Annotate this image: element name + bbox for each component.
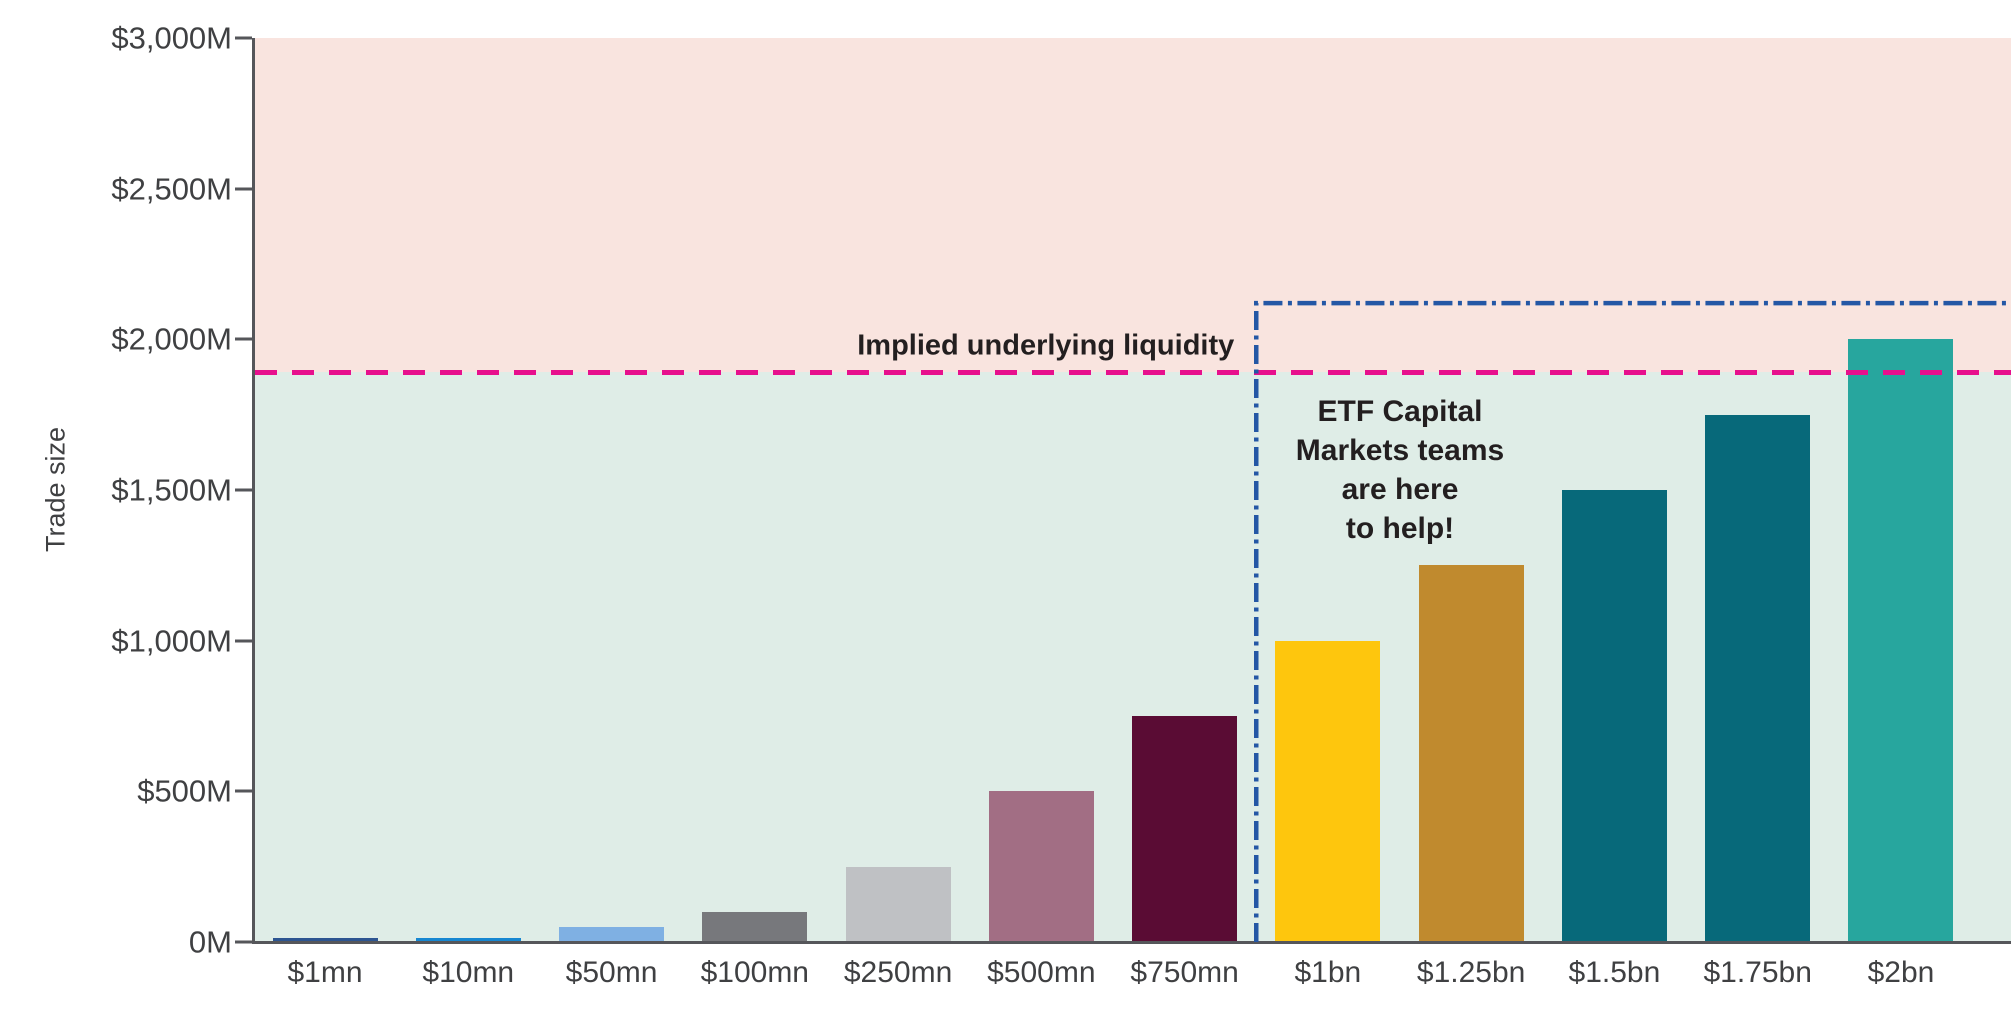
x-tick-label: $250mn — [843, 956, 953, 989]
y-tick-label: $3,000M — [111, 20, 232, 56]
x-tick-label: $1bn — [1294, 956, 1362, 989]
x-tick-label: $1mn — [287, 956, 363, 989]
y-tick-mark — [235, 36, 252, 40]
bar-500mn — [988, 791, 1094, 942]
y-tick-mark — [235, 940, 252, 944]
bar-50mn — [559, 926, 665, 942]
bar-1bn — [1275, 640, 1381, 942]
y-tick-label: $1,500M — [111, 472, 232, 508]
y-tick-mark — [235, 337, 252, 341]
x-tick-label: $1.75bn — [1703, 956, 1812, 989]
bar-100mn — [702, 911, 808, 942]
bar-2bn — [1848, 339, 1954, 942]
etf-capital-markets-note: ETF Capital Markets teams are here to he… — [1295, 395, 1505, 545]
bar-175bn — [1705, 414, 1811, 942]
x-tick-label: $50mn — [565, 956, 658, 989]
bar-750mn — [1132, 716, 1238, 942]
y-tick-mark — [235, 187, 252, 191]
y-tick-label: $2,500M — [111, 171, 232, 207]
x-tick-label: $1.5bn — [1568, 956, 1661, 989]
x-tick-label: $750mn — [1130, 956, 1239, 989]
y-axis-line — [252, 38, 255, 942]
bar-1mn — [272, 937, 378, 942]
above-liquidity-region — [255, 38, 2011, 373]
y-tick-label: 0M — [188, 924, 232, 960]
x-tick-label: $2bn — [1867, 956, 1935, 989]
x-tick-label: $1.25bn — [1416, 956, 1526, 989]
implied-liquidity-label: Implied underlying liquidity — [857, 329, 1235, 362]
y-tick-label: $1,000M — [111, 623, 232, 659]
y-tick-mark — [235, 488, 252, 492]
x-tick-label: $500mn — [987, 956, 1096, 989]
x-tick-label: $10mn — [422, 956, 515, 989]
x-axis-line — [252, 941, 2011, 944]
etf-highlight-box — [1254, 300, 2011, 942]
bar-15bn — [1561, 490, 1667, 942]
bar-250mn — [845, 866, 951, 942]
bar-10mn — [415, 937, 521, 942]
y-tick-mark — [235, 639, 252, 643]
y-tick-label: $500M — [137, 773, 232, 809]
y-tick-label: $2,000M — [111, 321, 232, 357]
y-tick-mark — [235, 789, 252, 793]
x-tick-label: $100mn — [700, 956, 809, 989]
bar-125bn — [1418, 565, 1524, 942]
